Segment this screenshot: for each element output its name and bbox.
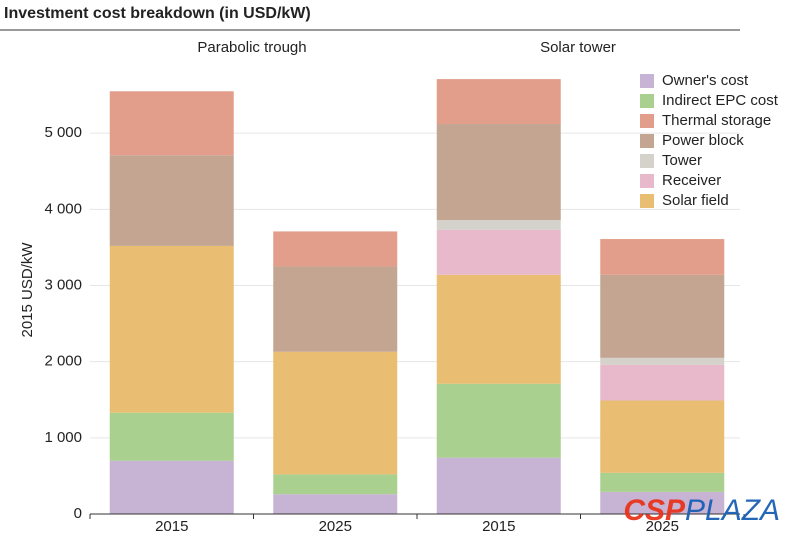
bar-segment (109, 460, 234, 514)
plot: 0 1 000 2 000 3 000 4 000 5 000 2015 2025 2015 20… (44, 72, 778, 535)
bar-segment (109, 412, 234, 461)
legend-swatch (640, 74, 654, 88)
watermark: PLAZA (685, 494, 780, 527)
x-tick-label: 2025 (319, 518, 352, 535)
group-label: Parabolic trough (197, 39, 306, 56)
bar-segment (436, 219, 561, 230)
x-tick-label: 2015 (155, 518, 188, 535)
legend-label: Power block (662, 132, 744, 149)
bar-segment (273, 231, 398, 267)
x-tick-label: 2015 (482, 518, 515, 535)
bar-segment (600, 357, 725, 365)
bar-segment (600, 491, 725, 514)
legend-swatch (640, 114, 654, 128)
bar-segment (273, 266, 398, 352)
y-tick-label: 2 000 (44, 353, 82, 370)
bar-segment (273, 351, 398, 475)
group-label: Solar tower (540, 39, 616, 56)
bar-segment (436, 124, 561, 220)
legend-swatch (640, 154, 654, 168)
bar-segment (109, 155, 234, 246)
legend-label: Owner's cost (662, 72, 749, 89)
y-tick-label: 4 000 (44, 200, 82, 217)
bar-segment (600, 239, 725, 275)
bar-segment (436, 383, 561, 458)
bar-segment (273, 494, 398, 514)
y-axis-label: 2015 USD/kW (19, 242, 36, 338)
legend-label: Indirect EPC cost (662, 92, 779, 109)
bar-segment (436, 457, 561, 514)
bar-segment (109, 245, 234, 413)
legend-label: Tower (662, 152, 702, 169)
legend-label: Thermal storage (662, 112, 771, 129)
legend-swatch (640, 134, 654, 148)
bar-segment (600, 472, 725, 492)
bar-segment (600, 274, 725, 358)
bar-segment (273, 474, 398, 495)
bar-segment (600, 400, 725, 473)
legend-label: Solar field (662, 192, 729, 209)
bar-segment (436, 79, 561, 125)
chart-title: Investment cost breakdown (in USD/kW) (4, 5, 311, 22)
bar-segment (109, 91, 234, 156)
y-tick-label: 5 000 (44, 124, 82, 141)
y-tick-label: 3 000 (44, 276, 82, 293)
bar-segment (436, 229, 561, 275)
watermark: CSP (623, 494, 686, 527)
x-tick-label: 2025 (646, 518, 679, 535)
legend-swatch (640, 94, 654, 108)
legend-swatch (640, 174, 654, 188)
legend-label: Receiver (662, 172, 721, 189)
y-tick-label: 0 (74, 505, 82, 522)
y-tick-label: 1 000 (44, 429, 82, 446)
legend-swatch (640, 194, 654, 208)
bar-segment (436, 274, 561, 384)
bar-segment (600, 364, 725, 401)
